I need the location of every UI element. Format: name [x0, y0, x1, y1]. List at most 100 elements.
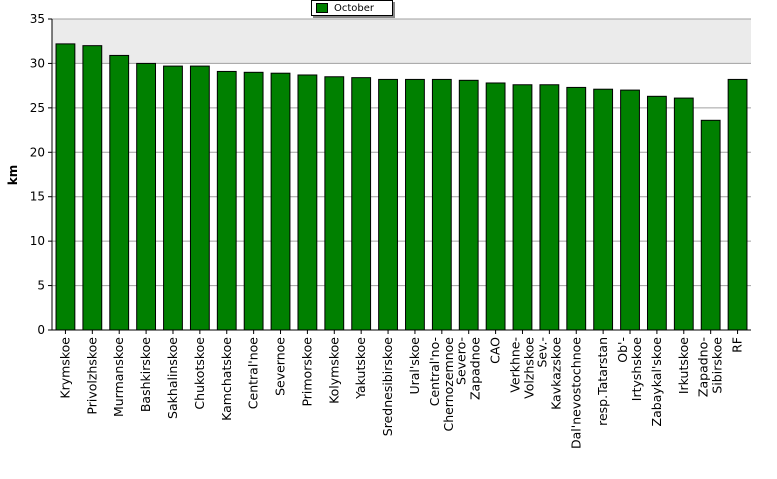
- x-tick-label-line: RF: [730, 337, 745, 353]
- x-tick-label-line: Ural'skoe: [407, 337, 422, 395]
- bar: [485, 82, 506, 331]
- x-tick-label-line: Severnoe: [273, 337, 288, 396]
- x-tick-label-line: Chukotskoe: [192, 337, 207, 410]
- x-tick-label: Privolzhskoe: [84, 337, 99, 415]
- x-tick-label: Severnoe: [273, 337, 288, 396]
- x-tick-label-line: Sakhalinskoe: [165, 337, 180, 419]
- x-tick-label-line: Yakutskoe: [353, 337, 368, 400]
- y-tick-label: 10: [30, 234, 45, 248]
- x-tick-label: Sev.- Kavkazskoe: [534, 337, 563, 410]
- y-tick-label: 0: [37, 323, 45, 337]
- x-tick-label-line: Chernozemnoe: [441, 337, 456, 432]
- x-tick-label: Bashkirskoe: [138, 337, 153, 412]
- x-tick-label-line: Privolzhskoe: [84, 337, 99, 415]
- bar: [431, 78, 452, 331]
- x-tick-label-line: CAO: [488, 337, 503, 364]
- bar: [566, 86, 587, 331]
- plot-area: [52, 19, 751, 330]
- bar: [270, 72, 291, 331]
- x-tick-label: Sakhalinskoe: [165, 337, 180, 419]
- y-tick-label: 20: [30, 145, 45, 159]
- x-tick-label-line: resp.Tatarstan: [595, 337, 610, 426]
- x-tick-label-line: Krymskoe: [57, 337, 72, 399]
- bar: [458, 79, 479, 331]
- bar: [620, 89, 640, 331]
- x-tick-label-line: Srednesibirskoe: [380, 337, 395, 437]
- x-tick-label-line: Dal'nevostochnoe: [568, 337, 583, 449]
- x-tick-label-line: Primorskoe: [299, 337, 314, 407]
- bar: [593, 88, 614, 331]
- x-tick-label-line: Irkutskoe: [676, 337, 691, 394]
- x-tick-label: Central'noe: [246, 337, 261, 410]
- x-tick-label: resp.Tatarstan: [595, 337, 610, 426]
- x-tick-label: Kolymskoe: [326, 337, 341, 404]
- bar: [163, 65, 183, 331]
- bar: [297, 74, 318, 331]
- y-tick-label: 35: [30, 12, 45, 26]
- bar: [324, 76, 345, 331]
- bar: [646, 95, 667, 331]
- x-tick-label: Srednesibirskoe: [380, 337, 395, 437]
- bar: [243, 71, 264, 331]
- x-tick-label: Ob'- Irtyshskoe: [615, 337, 644, 402]
- x-tick-label-line: Verkhne-: [507, 337, 522, 393]
- x-tick-label-line: Kamchatskoe: [219, 337, 234, 421]
- bar: [673, 97, 694, 331]
- plot-upper-band: [52, 19, 751, 63]
- x-tick-label: RF: [730, 337, 745, 353]
- y-tick-label: 30: [30, 56, 45, 70]
- x-tick-label: Chukotskoe: [192, 337, 207, 410]
- x-tick-label-line: Sev.-: [534, 337, 549, 368]
- x-tick-label: Irkutskoe: [676, 337, 691, 394]
- bar: [216, 70, 237, 331]
- legend-label: October: [334, 2, 375, 14]
- bars: [55, 43, 748, 331]
- bar: [136, 62, 157, 331]
- x-tick-label: Zapadno- Sibirskoe: [696, 337, 725, 397]
- bar: [405, 78, 425, 331]
- x-tick-label-line: Volzhskoe: [521, 337, 536, 399]
- x-tick-label-line: Zabaykal'skoe: [649, 337, 664, 427]
- bar: [700, 119, 721, 331]
- bar: [55, 43, 76, 331]
- x-tick-label: Krymskoe: [57, 337, 72, 399]
- legend-swatch: [316, 3, 328, 13]
- bar: [512, 84, 533, 331]
- x-tick-label: Central'no- Chernozemnoe: [427, 337, 456, 432]
- x-tick-label: Ural'skoe: [407, 337, 422, 395]
- bar: [109, 54, 130, 331]
- x-tick-label-line: Bashkirskoe: [138, 337, 153, 412]
- bar: [378, 78, 398, 331]
- x-tick-label-line: Central'no-: [427, 337, 442, 406]
- bar: [82, 45, 103, 331]
- x-tick-label-line: Central'noe: [246, 337, 261, 410]
- x-tick-label-line: Murmanskoe: [111, 337, 126, 417]
- y-axis-label: km: [6, 165, 20, 185]
- x-tick-label: CAO: [488, 337, 503, 364]
- bar: [727, 78, 748, 331]
- y-tick-label: 15: [30, 190, 45, 204]
- x-tick-label-line: Sibirskoe: [710, 337, 725, 394]
- legend: October: [311, 0, 393, 16]
- x-tick-label-line: Severo-: [454, 337, 469, 385]
- x-tick-label: Murmanskoe: [111, 337, 126, 417]
- bar: [539, 84, 560, 331]
- x-tick-label-line: Irtyshskoe: [629, 337, 644, 402]
- y-tick-label: 5: [37, 279, 45, 293]
- bar: [189, 65, 210, 331]
- x-tick-label: Severo- Zapadnoe: [454, 337, 483, 400]
- x-tick-labels: Krymskoe Privolzhskoe Murmanskoe Bashkirsko…: [57, 330, 745, 449]
- bar: [351, 77, 372, 331]
- x-tick-label-line: Zapadnoe: [468, 337, 483, 400]
- x-tick-label: Zabaykal'skoe: [649, 337, 664, 427]
- x-tick-label: Yakutskoe: [353, 337, 368, 400]
- x-tick-label-line: Kolymskoe: [326, 337, 341, 404]
- x-tick-label: Verkhne- Volzhskoe: [507, 337, 536, 399]
- x-tick-label-line: Kavkazskoe: [548, 337, 563, 410]
- x-tick-label: Kamchatskoe: [219, 337, 234, 421]
- x-tick-label: Primorskoe: [299, 337, 314, 407]
- y-tick-labels: 0 5 10 15 20 25 30 35: [30, 12, 52, 337]
- x-tick-label: Dal'nevostochnoe: [568, 337, 583, 449]
- x-tick-label-line: Ob'-: [615, 337, 630, 363]
